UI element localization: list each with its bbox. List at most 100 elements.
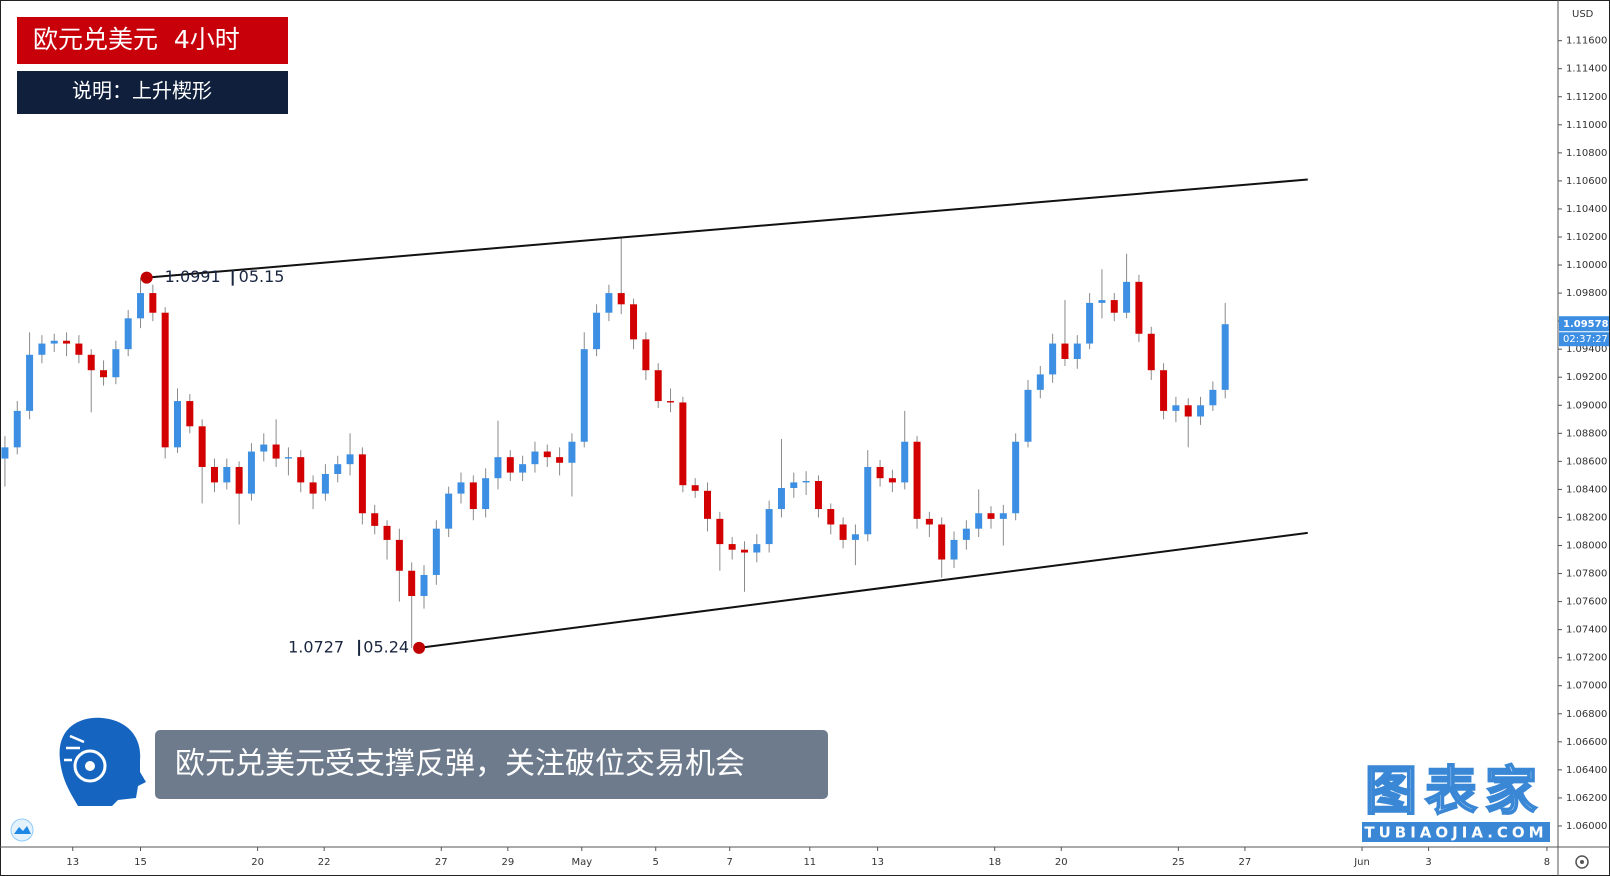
candle-body [260, 444, 268, 452]
candle-body [186, 401, 194, 427]
candle-body [1135, 281, 1143, 334]
y-tick-label: 1.10200 [1566, 232, 1607, 243]
y-tick-label: 1.08800 [1566, 428, 1607, 439]
candle-body [1123, 281, 1131, 313]
candle-body [667, 401, 675, 403]
candle-body [827, 509, 835, 525]
caption-box [155, 730, 828, 799]
y-tick-label: 1.09000 [1566, 400, 1607, 411]
candle-body [50, 340, 58, 344]
candle-body [925, 518, 933, 525]
candle-body [962, 528, 970, 540]
app-logo-mark [14, 826, 31, 834]
candle-body [1209, 389, 1217, 406]
candle-body [137, 293, 145, 319]
candle-body [568, 441, 576, 463]
x-tick-label: 22 [318, 857, 331, 868]
candle-body [506, 457, 514, 473]
candle-body [987, 513, 995, 519]
candle-body [457, 482, 465, 494]
x-tick-label: 3 [1425, 857, 1431, 868]
candle-body [543, 451, 551, 458]
candle-body [38, 343, 46, 355]
candle-body [309, 482, 317, 494]
candle-body [617, 293, 625, 305]
candle-body [1110, 300, 1118, 313]
y-tick-label: 1.08600 [1566, 456, 1607, 467]
y-tick-label: 1.08400 [1566, 484, 1607, 495]
candle-body [605, 293, 613, 313]
candle-body [371, 513, 379, 526]
countdown-tag [1559, 332, 1609, 347]
currency-label: USD [1572, 9, 1594, 20]
plot-area [1, 236, 1229, 648]
candle-body [1012, 441, 1020, 514]
candle-body [1049, 343, 1057, 375]
y-tick-label: 1.10000 [1566, 260, 1607, 271]
y-tick-label: 1.10400 [1566, 204, 1607, 215]
y-tick-label: 1.06800 [1566, 709, 1607, 720]
candle-body [704, 490, 712, 519]
x-tick-label: 20 [1055, 857, 1068, 868]
candle-body [876, 466, 884, 479]
candle-body [519, 464, 527, 473]
x-tick-label: 13 [871, 857, 884, 868]
candle-body [740, 549, 748, 553]
candle-body [901, 441, 909, 483]
candle-body [124, 318, 132, 350]
candle-body [630, 304, 638, 340]
caption: 欧元兑美元受支撑反弹，关注破位交易机会 [175, 747, 745, 782]
y-tick-label: 1.06600 [1566, 737, 1607, 748]
annotation-value: 1.0991 [165, 267, 221, 286]
y-tick-label: 1.11400 [1566, 64, 1607, 75]
candle-body [100, 370, 108, 378]
candle-body [482, 478, 490, 510]
candle-body [420, 574, 428, 596]
candle-body [469, 482, 477, 510]
x-tick-label: 20 [251, 857, 264, 868]
candle-body [839, 524, 847, 540]
candle-body [149, 293, 157, 313]
x-tick-label: 5 [653, 857, 659, 868]
candle-body [334, 464, 342, 474]
candle-body [408, 570, 416, 596]
annotation-dot [413, 641, 426, 654]
y-tick-label: 1.11600 [1566, 36, 1607, 47]
y-tick-label: 1.11000 [1566, 120, 1607, 131]
candle-body [1073, 343, 1081, 359]
candle-body [272, 444, 280, 459]
y-tick-label: 1.09800 [1566, 288, 1607, 299]
candle-body [383, 525, 391, 540]
watermark-url: TUBIAOJIA.COM [1364, 824, 1547, 842]
candle-body [1221, 324, 1229, 390]
x-tick-label: 11 [803, 857, 816, 868]
candle-body [358, 454, 366, 514]
settings-icon[interactable] [1575, 855, 1589, 869]
candle-body [13, 410, 21, 448]
candle-body [161, 312, 169, 448]
x-tick-label: 27 [1239, 857, 1252, 868]
candle-body [1172, 405, 1180, 411]
candle-body [63, 340, 71, 344]
countdown-label: 02:37:27 [1563, 334, 1608, 345]
avatar-logo [59, 717, 146, 806]
candle-body [432, 528, 440, 575]
y-tick-label: 1.08200 [1566, 512, 1607, 523]
candle-body [999, 513, 1007, 519]
candle-body [235, 466, 243, 494]
candle-body [716, 518, 724, 545]
candle-body [765, 509, 773, 545]
subtitle: 说明：上升楔形 [72, 79, 212, 103]
y-tick-label: 1.07000 [1566, 681, 1607, 692]
x-tick-label: Jun [1353, 857, 1370, 868]
candle-body [975, 513, 983, 529]
y-tick-label: 1.07800 [1566, 569, 1607, 580]
y-tick-label: 1.07200 [1566, 653, 1607, 664]
candle-body [198, 426, 206, 467]
candle-body [297, 457, 305, 483]
candle-body [1147, 333, 1155, 371]
candle-body [1061, 343, 1069, 359]
candle-body [1024, 389, 1032, 442]
